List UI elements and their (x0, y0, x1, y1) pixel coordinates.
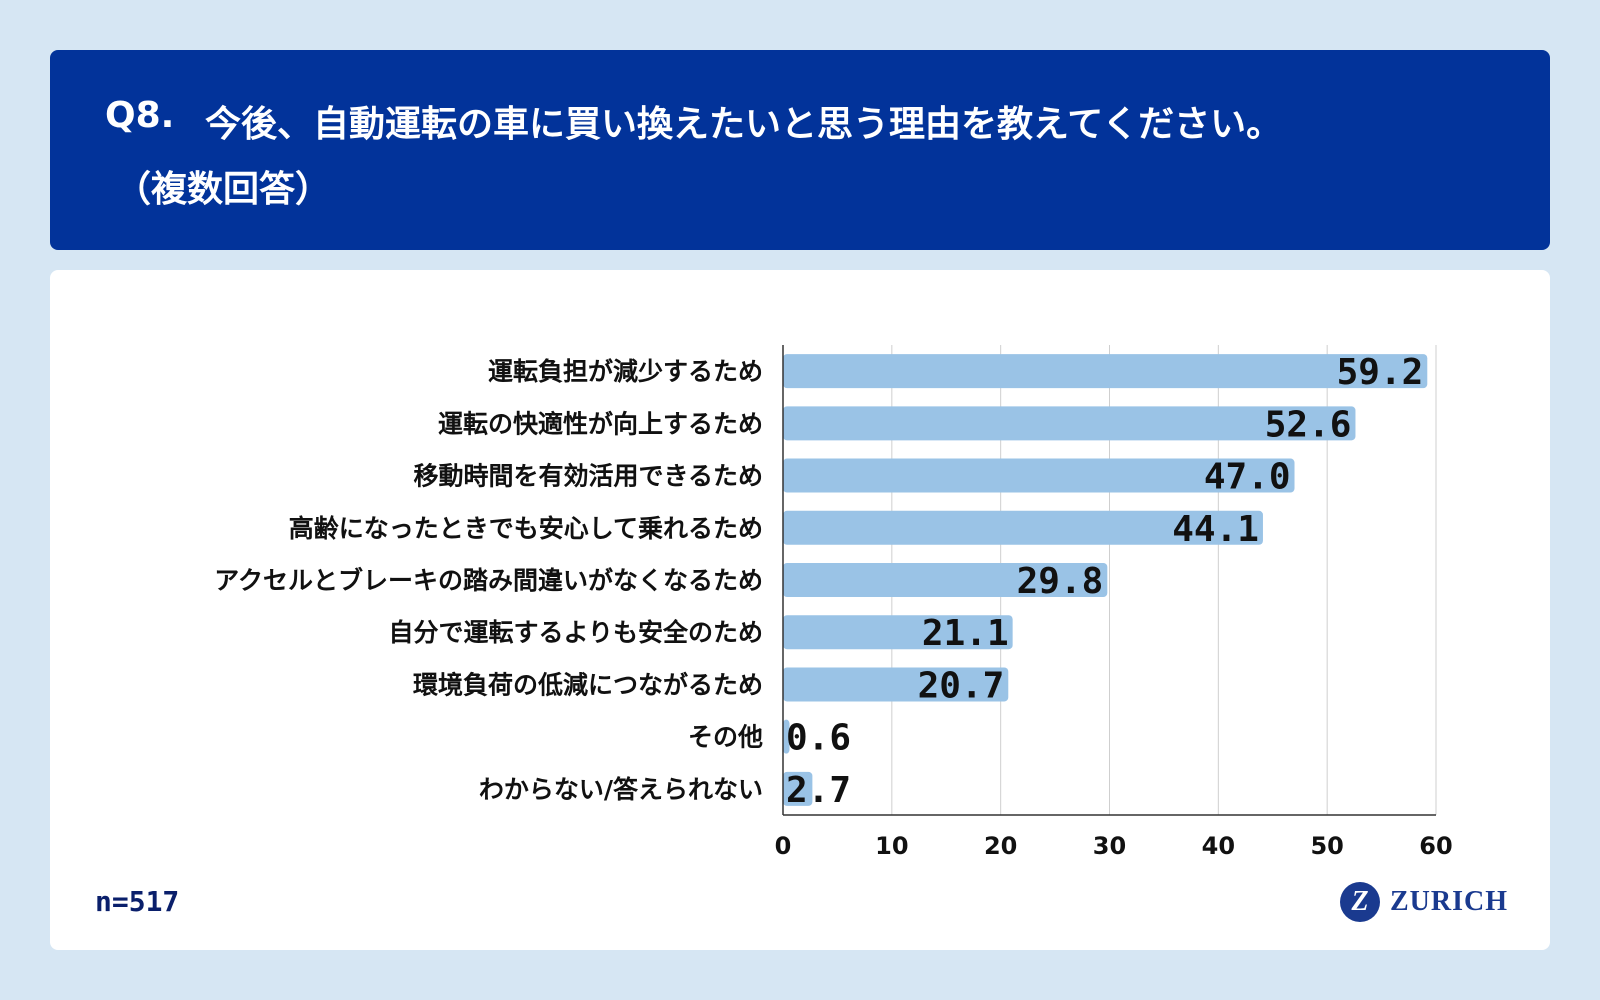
x-tick-label: 10 (875, 832, 908, 860)
data-label: 21.1 (922, 613, 1009, 654)
category-label: 移動時間を有効活用できるため (413, 462, 763, 491)
x-tick-label: 60 (1419, 832, 1452, 860)
category-label: 運転の快適性が向上するため (438, 409, 763, 438)
category-label: 高齢になったときでも安心して乗れるため (289, 514, 763, 543)
category-label: 環境負荷の低減につながるため (413, 670, 763, 699)
x-tick-label: 40 (1202, 832, 1235, 860)
data-label: 20.7 (918, 665, 1005, 706)
zurich-logo: Z ZURICH (1340, 880, 1508, 924)
data-label: 59.2 (1337, 352, 1424, 393)
question-header: Q8. 今後、自動運転の車に買い換えたいと思う理由を教えてください。 （複数回答… (50, 50, 1550, 250)
x-tick-label: 20 (984, 832, 1017, 860)
category-label: わからない/答えられない (479, 775, 763, 804)
x-tick-label: 50 (1310, 832, 1343, 860)
bar (783, 458, 1295, 493)
data-label: 47.0 (1204, 457, 1291, 498)
question-text: 今後、自動運転の車に買い換えたいと思う理由を教えてください。 (205, 104, 1283, 145)
category-label: 運転負担が減少するため (488, 357, 763, 386)
bar (783, 615, 1013, 650)
bar (783, 563, 1108, 597)
data-label: 29.8 (1017, 561, 1104, 602)
x-tick-label: 0 (775, 832, 792, 860)
bar (783, 354, 1428, 389)
data-label: 0.6 (786, 718, 851, 759)
data-label: 44.1 (1172, 509, 1259, 550)
sample-size-label: n=517 (95, 885, 180, 918)
bar (783, 719, 790, 754)
bar (783, 667, 1009, 702)
x-tick-label: 30 (1093, 832, 1126, 860)
category-label: その他 (688, 723, 763, 752)
zurich-logo-icon: Z (1340, 882, 1380, 922)
bar (783, 771, 813, 806)
category-label: アクセルとブレーキの踏み間違いがなくなるため (214, 566, 763, 595)
bar (783, 406, 1356, 441)
question-subtext: （複数回答） (115, 169, 332, 210)
question-number: Q8. (105, 95, 175, 136)
zurich-logo-text: ZURICH (1390, 886, 1509, 917)
data-label: 2.7 (786, 770, 851, 811)
bar (783, 510, 1263, 545)
data-label: 52.6 (1265, 404, 1352, 445)
category-label: 自分で運転するよりも安全のため (388, 618, 763, 647)
